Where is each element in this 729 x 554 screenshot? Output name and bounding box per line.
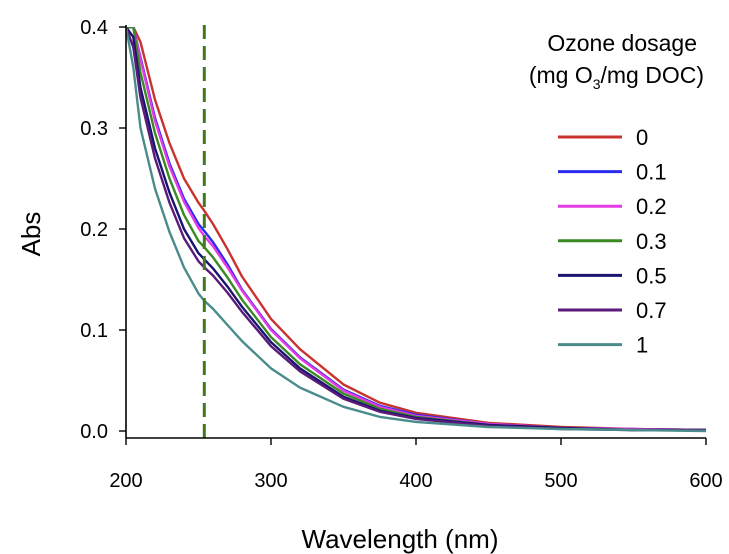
legend-title-subscript: 3 xyxy=(593,76,601,92)
x-tick-label: 200 xyxy=(109,470,142,492)
legend-title-prefix: (mg O xyxy=(529,62,593,88)
legend-label: 0.7 xyxy=(636,298,667,323)
y-tick-label: 0.3 xyxy=(80,118,108,140)
y-tick-label: 0.2 xyxy=(80,219,108,241)
x-tick-label: 600 xyxy=(689,470,722,492)
series-curves xyxy=(126,27,706,433)
y-tick-label: 0.0 xyxy=(80,421,108,443)
y-tick-label: 0.4 xyxy=(80,17,108,39)
legend-label: 0.5 xyxy=(636,263,667,288)
x-tick-label: 500 xyxy=(544,470,577,492)
x-tick-label: 300 xyxy=(254,470,287,492)
x-axis-label: Wavelength (nm) xyxy=(302,524,499,554)
legend-label: 0.3 xyxy=(636,229,667,254)
legend-title-line1: Ozone dosage xyxy=(547,30,697,56)
x-axis-ticks: 200 300 400 500 600 xyxy=(109,438,723,492)
legend-label: 0 xyxy=(636,125,648,150)
series-line-0.7 xyxy=(126,27,706,432)
y-axis-label: Abs xyxy=(16,212,46,257)
legend-title-line2: (mg O3/mg DOC) xyxy=(529,62,704,92)
legend-items: 0 0.1 0.2 0.3 0.5 0.7 1 xyxy=(558,125,667,358)
legend-label: 1 xyxy=(636,333,648,358)
y-tick-label: 0.1 xyxy=(80,320,108,342)
legend-title-suffix: /mg DOC) xyxy=(601,62,705,88)
series-line-1 xyxy=(126,27,706,433)
x-tick-label: 400 xyxy=(399,470,432,492)
legend: Ozone dosage (mg O3/mg DOC) 0 0.1 0.2 0.3 0.… xyxy=(529,30,704,358)
y-axis-ticks: 0.0 0.1 0.2 0.3 0.4 xyxy=(80,17,126,443)
legend-label: 0.2 xyxy=(636,194,667,219)
legend-label: 0.1 xyxy=(636,160,667,185)
